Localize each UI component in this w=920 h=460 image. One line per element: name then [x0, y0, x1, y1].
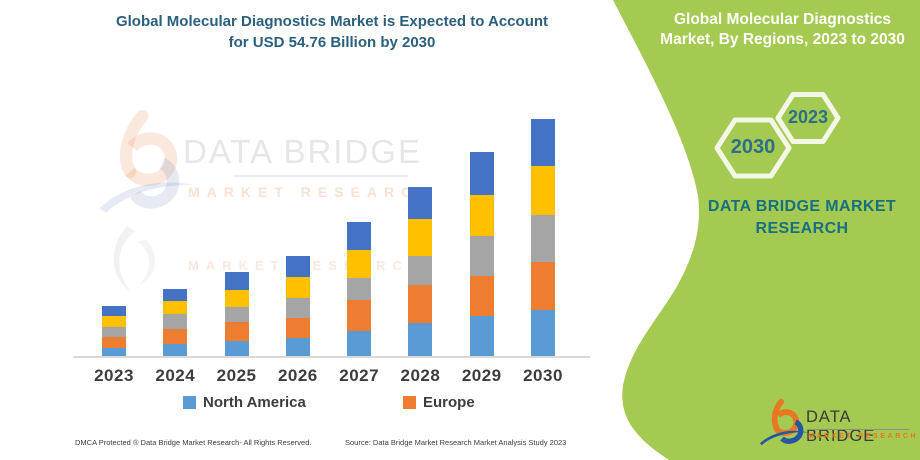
bar-segment: [224, 322, 249, 341]
bar-segment: [224, 290, 249, 307]
bar-segment: [285, 338, 310, 357]
bar-segment: [347, 300, 372, 331]
bar-segment: [163, 289, 188, 301]
watermark-rule: [233, 175, 408, 177]
bar-segment: [408, 285, 433, 323]
bar-segment: [531, 119, 556, 166]
x-axis-label: 2028: [400, 366, 441, 385]
bar-segment: [163, 329, 188, 344]
data-bridge-logo-icon: [759, 398, 809, 446]
x-axis-label: 2027: [339, 366, 380, 385]
bar-segment: [469, 276, 494, 316]
side-panel-brand: DATA BRIDGE MARKET RESEARCH: [688, 196, 916, 240]
x-axis-line: [73, 356, 590, 358]
bar-segment: [163, 344, 188, 357]
bar-segment: [224, 272, 249, 290]
bar-segment: [531, 310, 556, 357]
hexagon-2023-label: 2023: [787, 107, 829, 127]
chart-title-line1: Global Molecular Diagnostics Market is E…: [115, 13, 549, 30]
bar-segment: [469, 195, 494, 236]
footer-source-text: Source: Data Bridge Market Research Mark…: [345, 438, 567, 447]
logo-sub-text: MARKET RESEARCH: [808, 433, 919, 440]
x-axis-label: 2024: [155, 366, 196, 385]
bar-segment: [285, 256, 310, 277]
bar-segment: [469, 152, 494, 195]
legend-swatch-north-america: [183, 396, 196, 409]
bar-segment: [285, 318, 310, 338]
legend-item-europe: Europe: [403, 394, 475, 411]
bar-segment: [531, 262, 556, 310]
bar-segment: [163, 301, 188, 314]
chart-title: Global Molecular Diagnostics Market is E…: [58, 11, 606, 53]
bar-segment: [102, 327, 126, 337]
x-axis-label: 2030: [523, 366, 563, 385]
logo-brand-text: DATA BRIDGE: [806, 408, 876, 445]
hexagon-2030-label: 2030: [730, 136, 776, 158]
bar-segment: [102, 316, 126, 327]
x-axis-label: 2023: [94, 366, 134, 385]
legend-item-north-america: North America: [183, 394, 306, 411]
bar-segment: [408, 187, 433, 219]
bar-segment: [408, 256, 433, 285]
hexagon-2023-outline: [775, 92, 841, 144]
watermark-sub-text: MARKET RESEARCH: [188, 184, 436, 200]
bar-segment: [347, 331, 372, 357]
side-panel-heading: Global Molecular Diagnostics Market, By …: [655, 10, 910, 50]
chart-title-line2: for USD 54.76 Billion by 2030: [228, 34, 436, 51]
bar-segment: [285, 277, 310, 298]
legend-label-europe: Europe: [423, 394, 475, 411]
watermark-brand-text: DATA BRIDGE: [183, 133, 422, 170]
logo-rule: [807, 429, 909, 430]
bar-segment: [469, 236, 494, 276]
bar-segment: [102, 306, 126, 316]
bar-segment: [163, 314, 188, 329]
bar-segment: [531, 215, 556, 262]
side-panel-heading-line2: Market, By Regions, 2023 to 2030: [660, 31, 905, 48]
bar-segment: [347, 250, 372, 278]
legend-label-north-america: North America: [203, 394, 306, 411]
x-axis-label: 2025: [216, 366, 257, 385]
bar-segment: [102, 337, 126, 348]
bar-segment: [408, 323, 433, 357]
bar-segment: [347, 222, 372, 250]
x-axis-label: 2026: [277, 366, 318, 385]
bar-segment: [102, 348, 126, 357]
x-axis-label: 2029: [461, 366, 502, 385]
bar-segment: [347, 278, 372, 300]
side-panel-heading-line1: Global Molecular Diagnostics: [673, 11, 892, 28]
bar-segment: [285, 298, 310, 318]
bar-segment: [408, 219, 433, 256]
footer-dmca-text: DMCA Protected ® Data Bridge Market Rese…: [75, 438, 312, 447]
bar-segment: [531, 166, 556, 215]
side-panel-brand-line2: RESEARCH: [755, 220, 849, 237]
bar-segment: [224, 307, 249, 322]
side-panel-brand-line1: DATA BRIDGE MARKET: [707, 198, 897, 215]
bar-segment: [469, 316, 494, 357]
watermark-logo-icon: [99, 110, 194, 293]
legend-swatch-europe: [403, 396, 416, 409]
bar-segment: [224, 341, 249, 357]
hexagon-2030-outline: [714, 117, 792, 179]
